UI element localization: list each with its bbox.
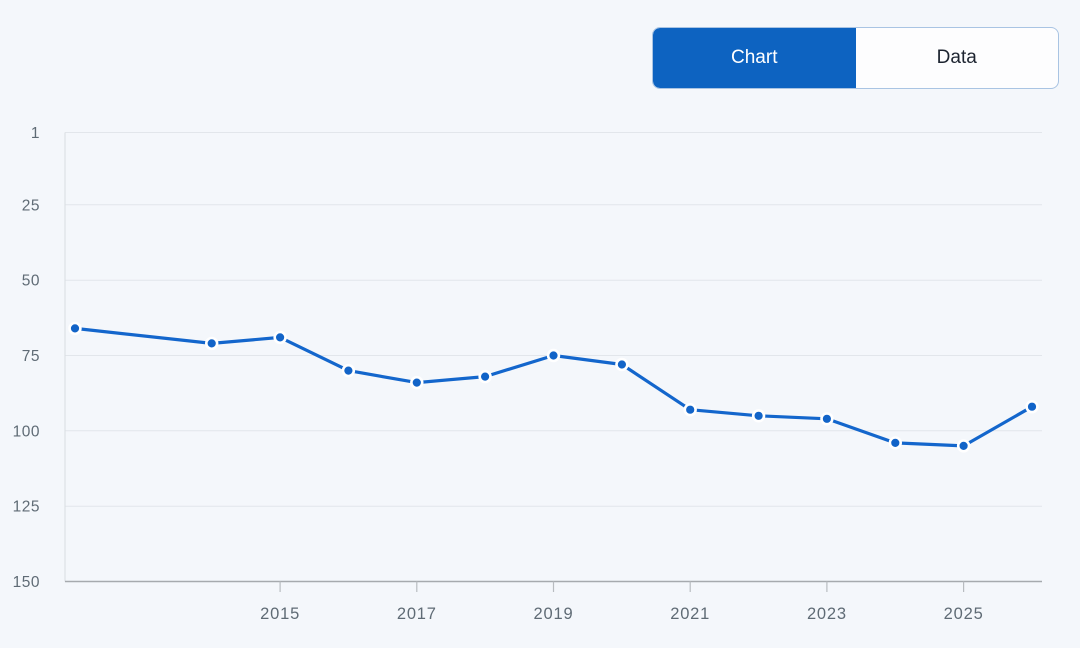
data-point[interactable]	[273, 330, 287, 345]
y-axis-label: 50	[22, 273, 40, 290]
data-point[interactable]	[205, 336, 219, 351]
data-point[interactable]	[341, 363, 356, 378]
trend-line	[73, 326, 1034, 448]
data-point[interactable]	[956, 439, 971, 453]
tab-chart[interactable]: Chart	[653, 28, 856, 88]
x-axis-label: 2021	[670, 605, 710, 623]
data-point[interactable]	[68, 321, 82, 336]
tab-data[interactable]: Data	[856, 28, 1059, 88]
y-axis-label: 1	[31, 125, 40, 142]
data-point[interactable]	[751, 409, 766, 423]
view-toggle: Chart Data	[652, 27, 1059, 89]
x-axis-label: 2015	[260, 605, 300, 623]
y-axis-label: 150	[13, 574, 40, 591]
y-axis-label: 100	[13, 423, 40, 440]
data-point[interactable]	[546, 348, 561, 363]
data-point[interactable]	[820, 412, 834, 426]
data-point[interactable]	[615, 357, 629, 372]
x-axis-label: 2017	[397, 605, 437, 623]
y-axis-label: 125	[13, 499, 40, 516]
data-point[interactable]	[410, 375, 424, 390]
x-axis-label: 2023	[807, 605, 847, 623]
data-point[interactable]	[683, 403, 697, 417]
x-axis-label: 2025	[944, 605, 984, 623]
y-axis-label: 25	[22, 197, 40, 214]
x-axis-label: 2019	[534, 605, 574, 623]
data-point[interactable]	[478, 369, 492, 384]
y-axis-label: 75	[22, 348, 40, 365]
data-point[interactable]	[888, 436, 902, 450]
data-point[interactable]	[1025, 400, 1039, 414]
